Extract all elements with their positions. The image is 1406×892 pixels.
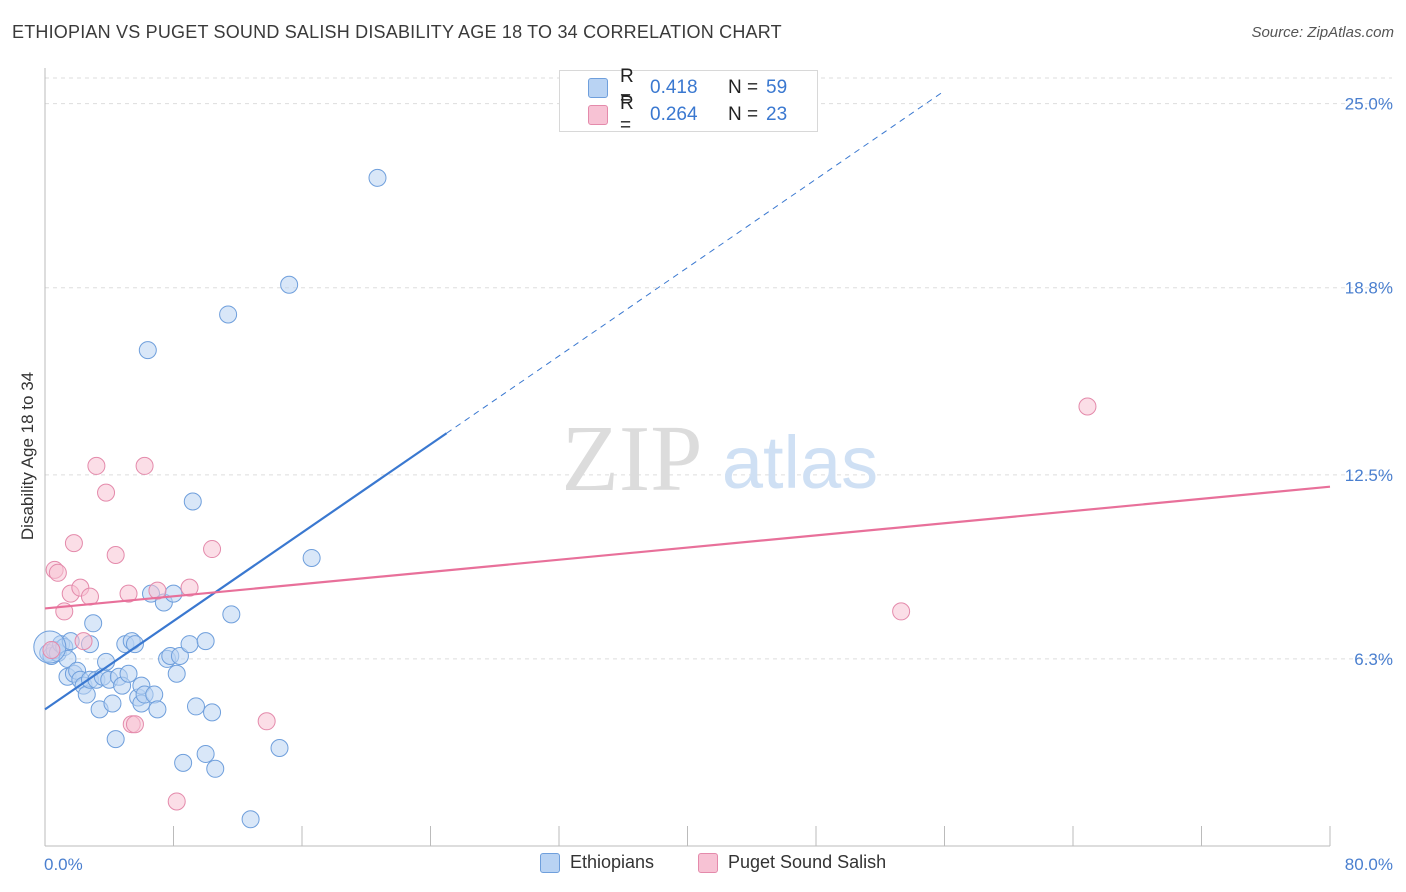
puget-sound-salish-points [42, 397, 1097, 811]
ethiopian-point-6 [58, 649, 77, 668]
ethiopian-point-56 [280, 275, 299, 294]
watermark-zip: ZIP [562, 407, 703, 511]
salish-point-20 [257, 712, 276, 731]
legend-r-label: R = [620, 66, 634, 109]
trend-lines [44, 90, 1331, 711]
watermark-atlas: atlas [722, 421, 878, 504]
y-tick-label-3: 25.0% [1345, 95, 1393, 114]
y-tick-label-0: 6.3% [1354, 650, 1393, 669]
ethiopian-point-42 [167, 664, 186, 683]
source-credit: Source: ZipAtlas.com [1251, 24, 1394, 41]
legend: R = 0.418 N = 59 R = 0.264 N = 23 [559, 66, 818, 136]
y-tick-label-2: 18.8% [1345, 279, 1393, 298]
salish-point-9 [87, 456, 106, 475]
salish-point-19 [203, 540, 222, 559]
salish-point-10 [97, 483, 116, 502]
ethiopian-point-47 [186, 697, 205, 716]
salish-point-12 [119, 584, 138, 603]
ethiopian-point-54 [241, 810, 260, 829]
ethiopian-point-29 [125, 635, 144, 654]
salish-point-14 [125, 715, 144, 734]
ethiopian-point-51 [206, 759, 225, 778]
ethiopian-point-43 [170, 646, 189, 665]
salish-point-5 [64, 534, 83, 553]
tick-labels: 6.3% 12.5% 18.8% 25.0% 0.0% 80.0% [44, 95, 1393, 874]
ethiopian-point-49 [196, 632, 215, 651]
x-tick-label-max: 80.0% [1345, 855, 1393, 874]
salish-point-7 [74, 632, 93, 651]
salish-point-0 [42, 641, 61, 660]
ethiopian-point-41 [164, 584, 183, 603]
ethiopian-point-15 [84, 614, 103, 633]
legend-r-label: R = [620, 93, 634, 136]
salish-trend-line [44, 485, 1331, 610]
ethiopian-point-58 [368, 168, 387, 187]
legend-swatch-blue [588, 78, 608, 98]
salish-point-15 [135, 456, 154, 475]
ethiopian-trend-extension [446, 90, 945, 434]
bottom-legend-puget-sound-salish: Puget Sound Salish [698, 852, 886, 873]
ethiopian-point-34 [138, 341, 157, 360]
legend-swatch-pink [588, 105, 608, 125]
x-tick-label-min: 0.0% [44, 855, 83, 874]
ethiopian-point-46 [183, 492, 202, 511]
ethiopian-point-53 [222, 605, 241, 624]
salish-point-18 [180, 578, 199, 597]
ethiopian-point-52 [219, 305, 238, 324]
ethiopian-point-37 [148, 700, 167, 719]
legend-r-value: 0.418 [650, 77, 698, 98]
bottom-legend-ethiopians: Ethiopians [540, 852, 654, 873]
bottom-legend-swatch-blue [540, 852, 560, 873]
legend-r-value: 0.264 [650, 104, 698, 125]
ethiopians-points [33, 168, 387, 829]
ethiopian-trend-line [44, 432, 448, 711]
bottom-legend-label: Ethiopians [570, 852, 655, 872]
legend-n-value: 23 [766, 104, 788, 125]
ethiopian-point-45 [180, 635, 199, 654]
salish-point-17 [167, 792, 186, 811]
ethiopian-point-57 [302, 548, 321, 567]
legend-row-puget-sound-salish: R = 0.264 N = 23 [588, 93, 788, 136]
bottom-legend-label: Puget Sound Salish [728, 852, 887, 872]
legend-n-value: 59 [766, 77, 788, 98]
chart-title: ETHIOPIAN VS PUGET SOUND SALISH DISABILI… [12, 22, 782, 42]
salish-point-2 [48, 563, 67, 582]
legend-n-label: N = [728, 77, 759, 98]
legend-n-label: N = [728, 104, 759, 125]
salish-point-21 [892, 602, 911, 621]
bottom-legend-swatch-pink [698, 852, 718, 873]
ethiopian-point-13 [77, 685, 96, 704]
salish-point-11 [106, 545, 125, 564]
ethiopian-point-50 [203, 703, 222, 722]
ethiopian-point-22 [103, 694, 122, 713]
legend-row-ethiopians: R = 0.418 N = 59 [588, 66, 788, 109]
ethiopian-point-23 [106, 730, 125, 749]
salish-point-16 [148, 581, 167, 600]
ethiopian-point-27 [119, 664, 138, 683]
ethiopian-point-48 [196, 744, 215, 763]
ethiopian-point-44 [174, 753, 193, 772]
watermark: ZIP atlas [562, 407, 879, 511]
ethiopian-point-55 [270, 739, 289, 758]
axes [44, 68, 1331, 847]
y-tick-label-1: 12.5% [1345, 466, 1393, 485]
salish-point-22 [1078, 397, 1097, 416]
ethiopian-point-36 [145, 685, 164, 704]
